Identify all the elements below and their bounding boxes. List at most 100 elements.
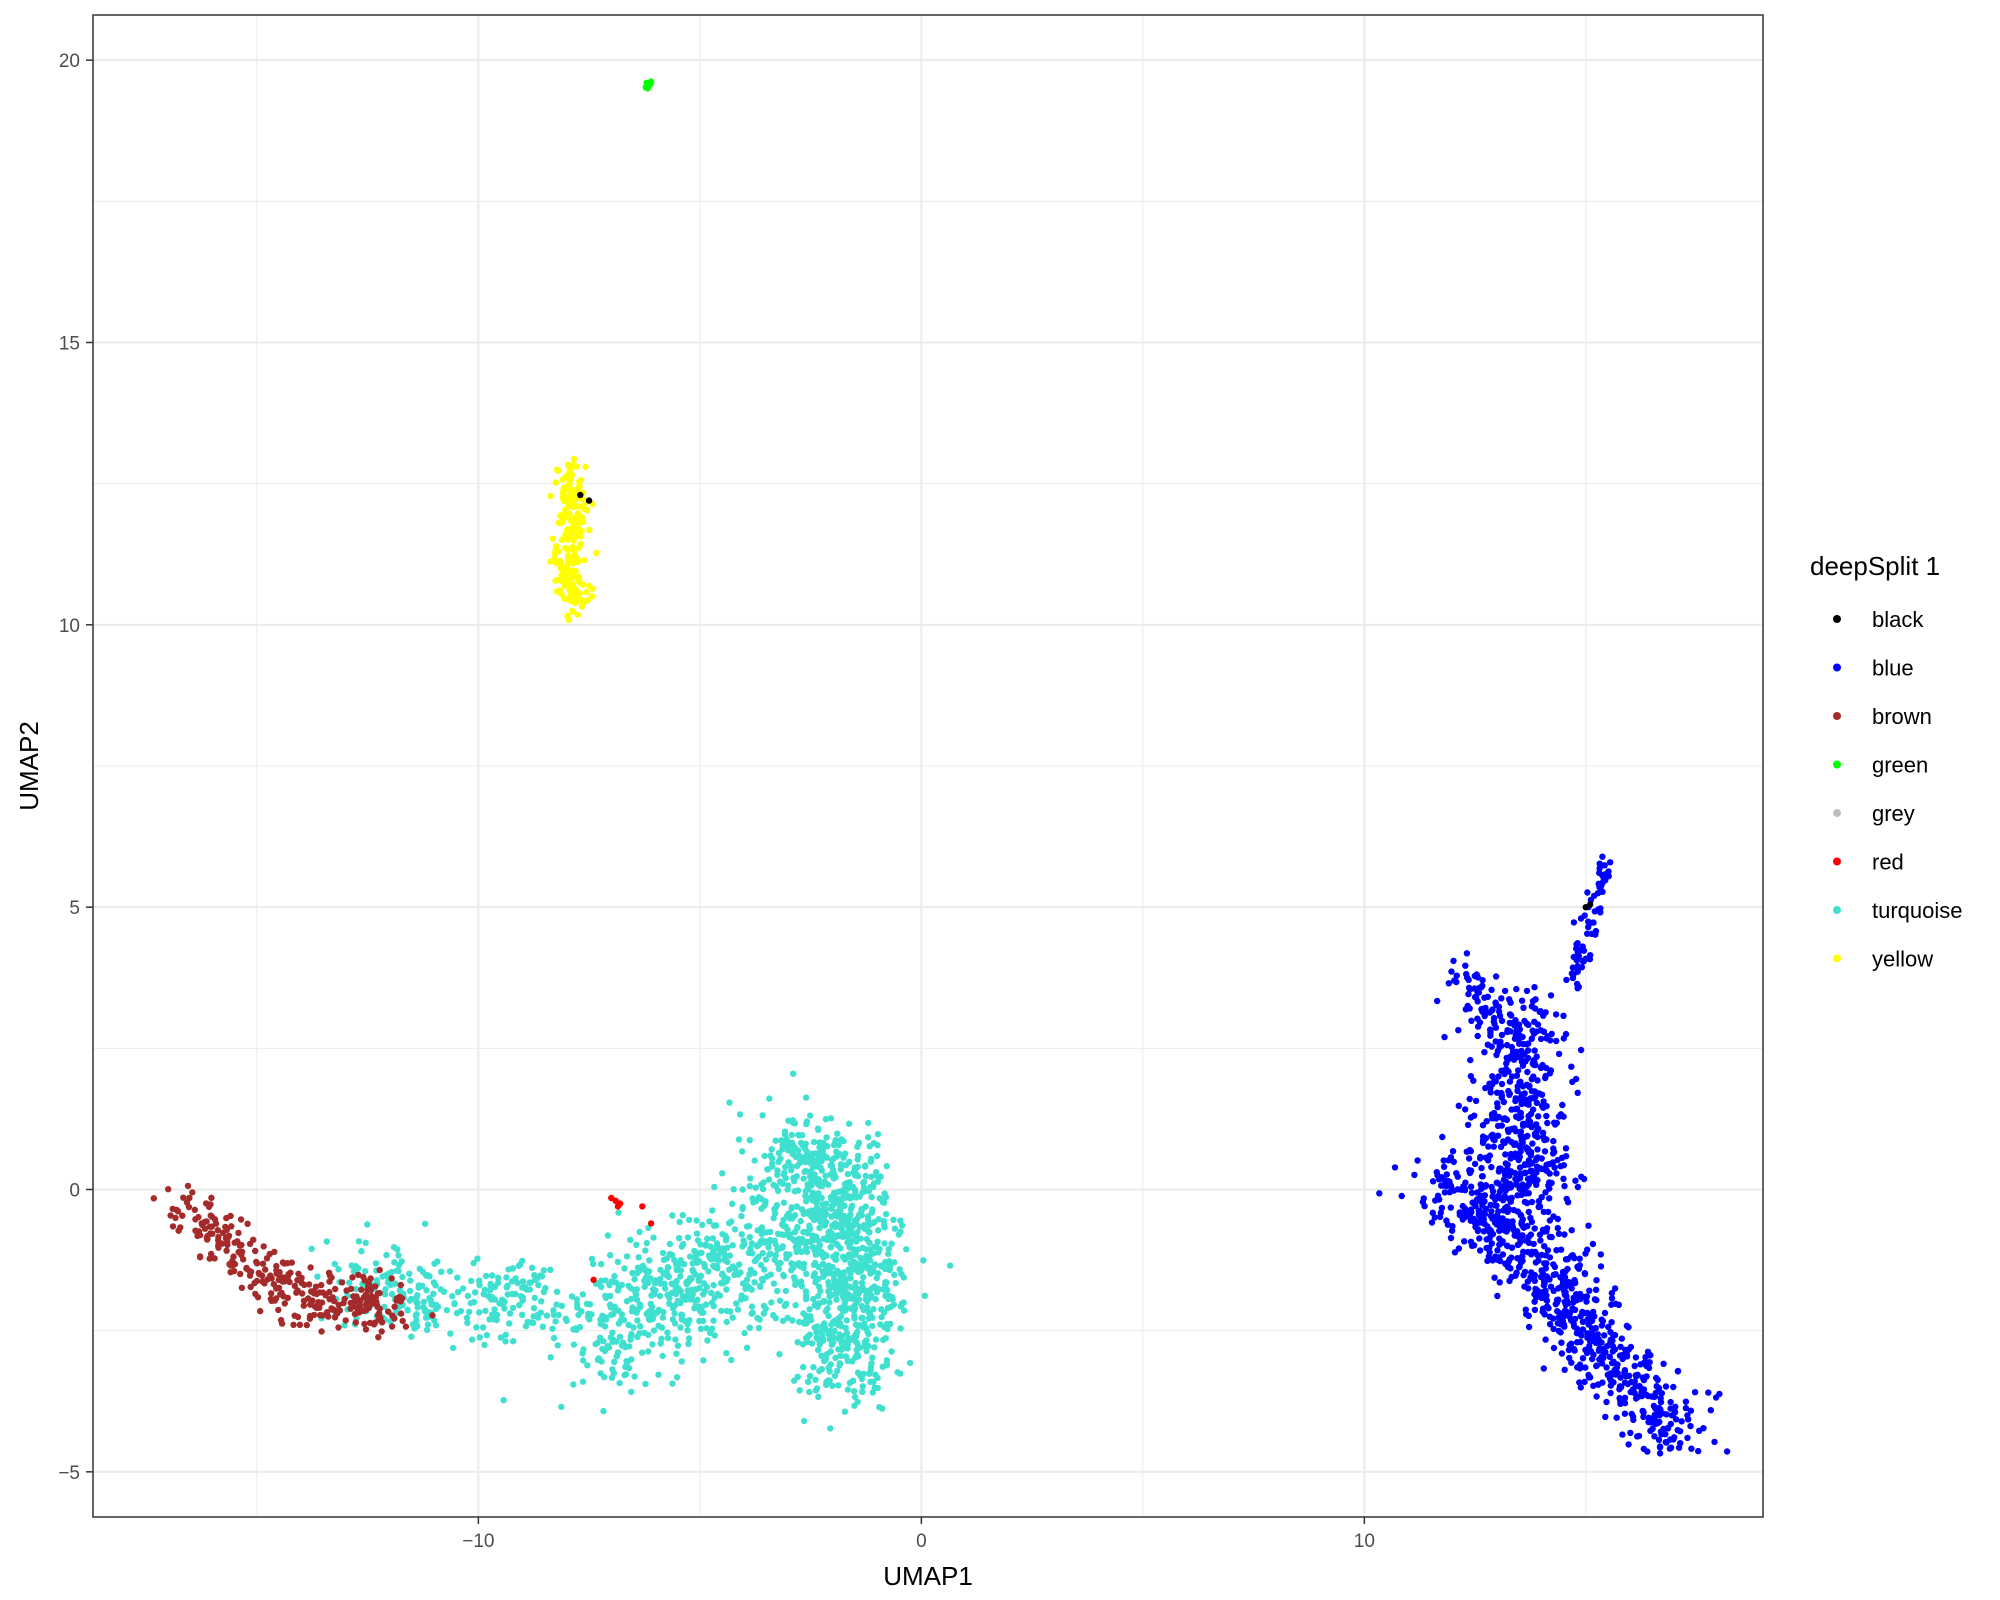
point-yellow — [551, 554, 558, 561]
point-turquoise — [828, 1213, 835, 1220]
point-blue — [1538, 1294, 1545, 1302]
point-blue — [1543, 1161, 1550, 1169]
point-turquoise — [836, 1221, 844, 1229]
point-turquoise — [616, 1333, 624, 1341]
point-blue — [1498, 1080, 1506, 1088]
point-turquoise — [812, 1279, 819, 1286]
point-blue — [1569, 1305, 1576, 1312]
point-turquoise — [710, 1302, 717, 1310]
legend-label-grey: grey — [1872, 801, 1915, 826]
point-blue — [1462, 962, 1469, 969]
point-turquoise — [502, 1331, 509, 1339]
point-blue — [1495, 1008, 1503, 1015]
point-blue — [1607, 859, 1614, 866]
point-brown — [296, 1321, 304, 1329]
point-blue — [1632, 1354, 1640, 1361]
point-blue — [1474, 1032, 1481, 1040]
point-brown — [347, 1299, 354, 1307]
point-blue — [1534, 1077, 1541, 1084]
point-blue — [1562, 1256, 1570, 1263]
point-blue — [1508, 1043, 1516, 1051]
point-turquoise — [920, 1257, 927, 1264]
point-blue — [1537, 1064, 1545, 1072]
point-blue — [1527, 1167, 1534, 1175]
point-blue — [1580, 957, 1587, 965]
point-brown — [312, 1283, 320, 1290]
point-turquoise — [874, 1238, 881, 1246]
point-blue — [1579, 1355, 1587, 1362]
point-yellow — [547, 558, 554, 565]
point-blue — [1524, 1278, 1532, 1285]
point-turquoise — [554, 1342, 561, 1349]
point-blue — [1586, 919, 1594, 926]
point-turquoise — [419, 1268, 427, 1276]
point-blue — [1546, 1185, 1553, 1192]
point-blue — [1447, 1183, 1455, 1190]
point-turquoise — [693, 1259, 701, 1266]
point-turquoise — [516, 1301, 523, 1309]
point-turquoise — [810, 1150, 818, 1157]
point-turquoise — [673, 1266, 680, 1274]
point-blue — [1467, 1238, 1475, 1246]
point-blue — [1463, 950, 1471, 957]
point-turquoise — [820, 1217, 827, 1224]
point-turquoise — [880, 1218, 888, 1225]
point-turquoise — [535, 1281, 542, 1289]
point-turquoise — [512, 1275, 519, 1282]
point-turquoise — [600, 1407, 607, 1415]
point-turquoise — [707, 1289, 715, 1297]
point-turquoise — [668, 1280, 675, 1287]
point-turquoise — [884, 1325, 891, 1333]
point-blue — [1554, 1224, 1562, 1232]
point-brown — [252, 1247, 259, 1255]
point-turquoise — [716, 1292, 724, 1299]
legend-label-green: green — [1872, 753, 1928, 778]
point-turquoise — [869, 1266, 877, 1273]
point-blue — [1532, 1285, 1539, 1293]
point-blue — [1534, 1251, 1541, 1259]
point-brown — [299, 1290, 306, 1297]
point-blue — [1462, 1106, 1469, 1113]
point-turquoise — [676, 1218, 683, 1226]
point-turquoise — [586, 1301, 594, 1308]
point-turquoise — [693, 1217, 700, 1224]
point-brown — [335, 1301, 342, 1309]
point-blue — [1516, 1239, 1524, 1246]
point-blue — [1515, 1021, 1523, 1028]
point-blue — [1656, 1444, 1664, 1451]
point-turquoise — [780, 1273, 787, 1280]
point-brown — [284, 1294, 291, 1302]
point-blue — [1543, 1260, 1550, 1267]
point-blue — [1494, 1100, 1501, 1107]
point-blue — [1591, 908, 1599, 915]
point-blue — [1507, 1155, 1514, 1162]
point-yellow — [563, 564, 570, 571]
point-turquoise — [718, 1307, 725, 1315]
point-turquoise — [622, 1363, 629, 1371]
point-blue — [1542, 1265, 1550, 1272]
point-turquoise — [642, 1247, 649, 1254]
point-blue — [1579, 1318, 1587, 1326]
point-turquoise — [890, 1301, 898, 1308]
legend-key-green — [1833, 760, 1841, 769]
point-blue — [1554, 1215, 1562, 1223]
point-turquoise — [430, 1279, 437, 1286]
point-turquoise — [761, 1152, 768, 1160]
point-turquoise — [842, 1353, 850, 1360]
point-turquoise — [842, 1307, 849, 1314]
point-blue — [1578, 1173, 1585, 1181]
point-turquoise — [679, 1211, 686, 1219]
point-turquoise — [580, 1346, 587, 1353]
panel-border — [92, 14, 1764, 1518]
point-brown — [237, 1270, 244, 1278]
point-turquoise — [767, 1250, 774, 1257]
point-brown — [340, 1299, 347, 1307]
point-turquoise — [745, 1249, 753, 1257]
point-turquoise — [446, 1268, 454, 1275]
point-turquoise — [884, 1250, 892, 1258]
point-turquoise — [580, 1357, 587, 1364]
point-turquoise — [495, 1274, 502, 1282]
point-turquoise — [901, 1307, 908, 1314]
point-brown — [230, 1267, 238, 1275]
point-turquoise — [599, 1345, 606, 1353]
